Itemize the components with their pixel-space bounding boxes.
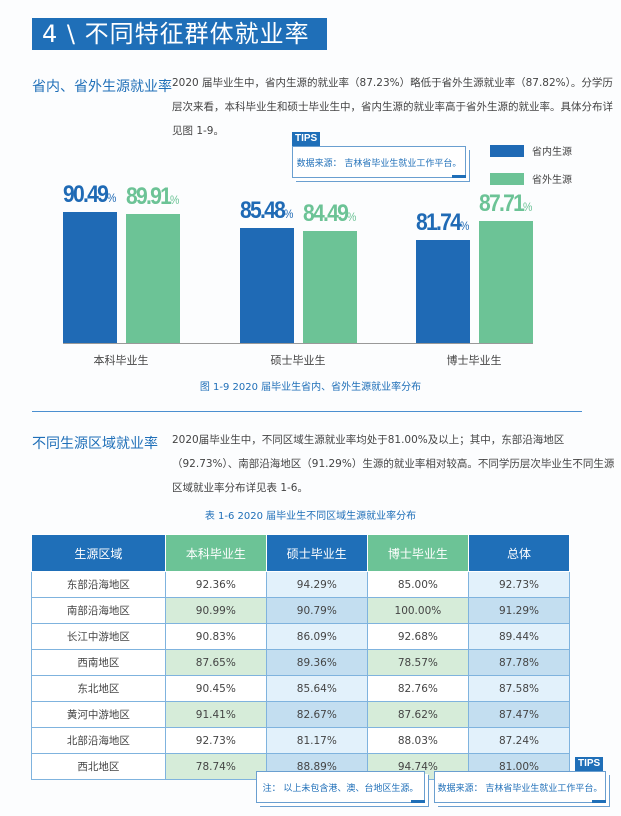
table-row: 长江中游地区 90.83% 86.09% 92.68% 89.44% — [31, 623, 571, 650]
region-employment-table: 生源区域 本科毕业生 硕士毕业生 博士毕业生 总体 东部沿海地区 92.36% 94.29%… — [31, 534, 571, 780]
bar — [240, 227, 294, 343]
rate-cell: 91.29% — [467, 597, 571, 624]
chart-baseline — [63, 343, 533, 344]
bar — [303, 231, 357, 343]
legend-label: 省外生源 — [532, 175, 572, 186]
bar-value-label: 84.49% — [303, 200, 357, 228]
tips-box: 数据来源： 吉林省毕业生就业工作平台。 — [292, 146, 466, 178]
table-row: 黄河中游地区 91.41% 82.67% 87.62% 87.47% — [31, 701, 571, 728]
region-cell: 东部沿海地区 — [31, 571, 166, 598]
rate-cell: 78.74% — [164, 753, 267, 780]
section2-paragraph: 2020届毕业生中，不同区域生源就业率均处于81.00%及以上；其中，东部沿海地… — [172, 434, 615, 494]
tips-tag: TIPS — [575, 757, 604, 771]
bar-value-label: 89.91% — [126, 182, 180, 210]
rate-cell: 82.76% — [366, 675, 469, 702]
column-header: 总体 — [467, 534, 571, 572]
legend-label: 省内生源 — [532, 147, 572, 158]
rate-cell: 87.58% — [467, 675, 571, 702]
legend-swatch-green — [490, 172, 524, 185]
divider — [32, 411, 582, 412]
category-label: 本科毕业生 — [93, 354, 149, 367]
table-row: 西南地区 87.65% 89.36% 78.57% 87.78% — [31, 649, 571, 676]
source-text: 数据来源： 吉林省毕业生就业工作平台。 — [437, 783, 603, 794]
figure-caption: 图 1-9 2020 届毕业生省内、省外生源就业率分布 — [199, 382, 422, 393]
table-header-row: 生源区域 本科毕业生 硕士毕业生 博士毕业生 总体 — [31, 534, 571, 572]
region-cell: 东北地区 — [31, 675, 166, 702]
bar-value-label: 87.71% — [479, 189, 533, 217]
rate-cell: 92.36% — [164, 571, 267, 598]
region-cell: 长江中游地区 — [31, 623, 166, 650]
bar-chart: 90.49% 89.91% 本科毕业生 85.48% 84.49% 硕士毕业生 81.74%… — [63, 180, 533, 367]
column-header: 本科毕业生 — [164, 534, 267, 572]
rate-cell: 91.41% — [164, 701, 267, 728]
region-cell: 西北地区 — [31, 753, 166, 780]
rate-cell: 90.45% — [164, 675, 267, 702]
category-label: 博士毕业生 — [446, 354, 502, 367]
column-header: 生源区域 — [31, 534, 166, 572]
region-cell: 南部沿海地区 — [31, 597, 166, 624]
bar — [126, 213, 180, 343]
bar-value-label: 90.49% — [63, 180, 117, 208]
column-header: 硕士毕业生 — [265, 534, 368, 572]
source-box: 数据来源： 吉林省毕业生就业工作平台。 — [434, 771, 606, 803]
legend-swatch-blue — [490, 144, 524, 157]
chart-legend: 省内生源 省外生源 — [490, 143, 572, 186]
rate-cell: 85.00% — [366, 571, 469, 598]
rate-cell: 100.00% — [366, 597, 469, 624]
bar — [416, 239, 470, 343]
rate-cell: 85.64% — [265, 675, 368, 702]
section1-label: 省内、省外生源就业率 — [32, 79, 172, 95]
region-cell: 西南地区 — [31, 649, 166, 676]
note-box: 注： 以上未包含港、澳、台地区生源。 — [256, 771, 425, 803]
column-header: 博士毕业生 — [366, 534, 469, 572]
legend-item: 省外生源 — [490, 171, 572, 186]
region-cell: 黄河中游地区 — [31, 701, 166, 728]
rate-cell: 87.65% — [164, 649, 267, 676]
tips-text: 数据来源： 吉林省毕业生就业工作平台。 — [296, 158, 462, 169]
rate-cell: 82.67% — [265, 701, 368, 728]
rate-cell: 88.03% — [366, 727, 469, 754]
rate-cell: 92.68% — [366, 623, 469, 650]
rate-cell: 78.57% — [366, 649, 469, 676]
rate-cell: 90.83% — [164, 623, 267, 650]
bar-value-label: 81.74% — [416, 208, 470, 236]
section-title-banner: 4 \ 不同特征群体就业率 — [32, 18, 327, 50]
rate-cell: 81.17% — [265, 727, 368, 754]
region-cell: 北部沿海地区 — [31, 727, 166, 754]
table-row: 东部沿海地区 92.36% 94.29% 85.00% 92.73% — [31, 571, 571, 598]
rate-cell: 87.24% — [467, 727, 571, 754]
bar-value-label: 85.48% — [240, 196, 294, 224]
section2-label: 不同生源区域就业率 — [32, 436, 158, 452]
rate-cell: 89.44% — [467, 623, 571, 650]
category-label: 硕士毕业生 — [270, 354, 326, 367]
note-text: 注： 以上未包含港、澳、台地区生源。 — [262, 783, 419, 794]
tips-tag: TIPS — [292, 132, 321, 146]
rate-cell: 94.29% — [265, 571, 368, 598]
rate-cell: 87.78% — [467, 649, 571, 676]
table-row: 北部沿海地区 92.73% 81.17% 88.03% 87.24% — [31, 727, 571, 754]
rate-cell: 90.79% — [265, 597, 368, 624]
table-caption: 表 1-6 2020 届毕业生不同区域生源就业率分布 — [204, 511, 417, 522]
section1-paragraph: 2020 届毕业生中，省内生源的就业率（87.23%）略低于省外生源就业率（87… — [172, 77, 613, 137]
rate-cell: 90.99% — [164, 597, 267, 624]
bar — [63, 211, 117, 343]
rate-cell: 87.62% — [366, 701, 469, 728]
rate-cell: 89.36% — [265, 649, 368, 676]
rate-cell: 86.09% — [265, 623, 368, 650]
table-row: 东北地区 90.45% 85.64% 82.76% 87.58% — [31, 675, 571, 702]
legend-item: 省内生源 — [490, 143, 572, 158]
rate-cell: 87.47% — [467, 701, 571, 728]
rate-cell: 92.73% — [164, 727, 267, 754]
bar — [479, 220, 533, 343]
rate-cell: 92.73% — [467, 571, 571, 598]
table-row: 南部沿海地区 90.99% 90.79% 100.00% 91.29% — [31, 597, 571, 624]
